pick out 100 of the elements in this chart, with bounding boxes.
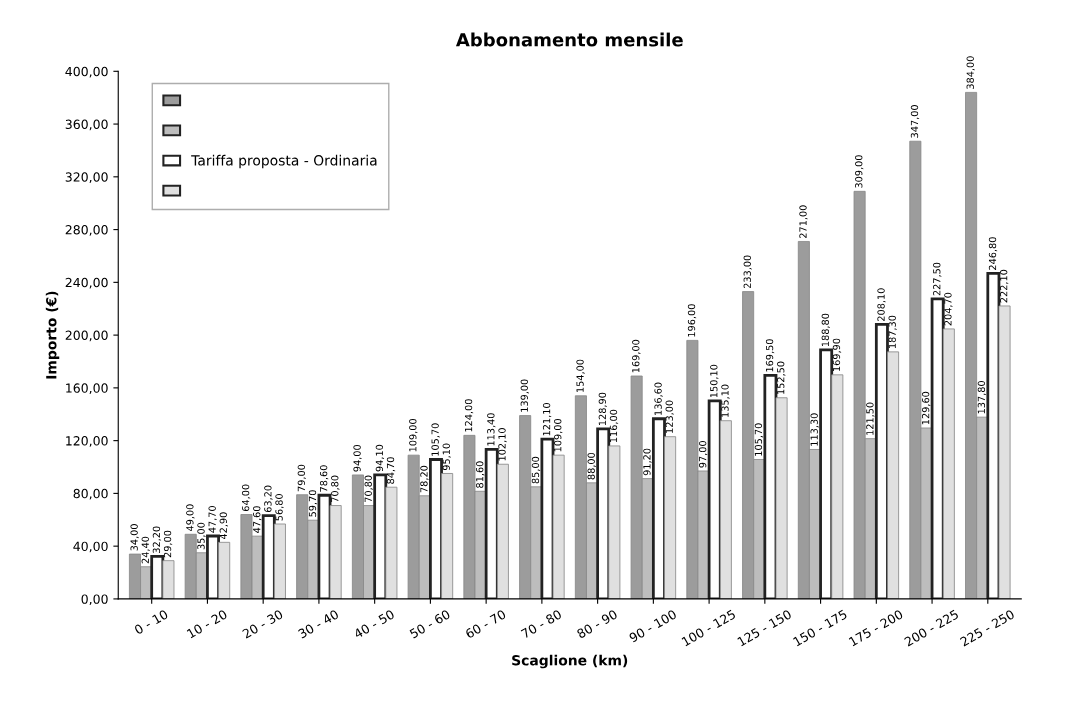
data-label: 124,00 — [464, 399, 474, 432]
data-label: 81,60 — [476, 461, 485, 488]
data-label: 222,10 — [999, 269, 1009, 303]
data-label: 208,10 — [877, 288, 886, 321]
bar — [608, 445, 621, 599]
y-tick-label: 200,00 — [65, 330, 108, 342]
data-label: 188,80 — [821, 313, 830, 347]
y-tick-label: 360,00 — [65, 119, 108, 131]
data-label: 154,00 — [576, 359, 585, 392]
data-label: 109,00 — [554, 418, 563, 452]
data-label: 94,10 — [375, 444, 385, 472]
data-label: 109,00 — [409, 418, 418, 452]
bar — [887, 351, 900, 599]
y-tick-label: 280,00 — [65, 225, 108, 236]
data-label: 56,80 — [275, 494, 284, 521]
data-label: 139,00 — [520, 379, 529, 412]
bar — [273, 523, 286, 599]
bar — [942, 328, 955, 599]
data-label: 78,60 — [319, 465, 329, 492]
data-label: 121,50 — [866, 402, 875, 435]
data-label: 35,00 — [197, 522, 206, 550]
legend-label: Tariffa proposta - Ordinaria — [191, 154, 377, 169]
data-label: 169,00 — [632, 339, 641, 373]
data-label: 34,00 — [130, 524, 139, 551]
data-label: 63,20 — [264, 485, 273, 513]
data-label: 121,10 — [542, 403, 552, 436]
bar — [831, 374, 844, 599]
data-label: 233,00 — [743, 255, 752, 289]
data-label: 309,00 — [855, 155, 864, 188]
data-label: 169,90 — [832, 338, 842, 371]
x-tick-label: 225 - 250 — [959, 609, 1015, 647]
y-tick-label: 0,00 — [81, 594, 108, 606]
data-label: 64,00 — [241, 484, 251, 512]
x-tick-label: 50 - 60 — [409, 609, 451, 639]
data-label: 246,80 — [988, 237, 998, 270]
bar — [496, 463, 509, 599]
data-label: 49,00 — [186, 504, 195, 532]
x-tick-label: 100 - 125 — [681, 609, 737, 647]
bar — [162, 560, 175, 599]
data-label: 129,60 — [921, 391, 931, 425]
data-label: 152,50 — [777, 361, 786, 394]
data-label: 94,00 — [353, 444, 362, 472]
data-label: 70,80 — [331, 475, 340, 502]
x-tick-label: 175 - 200 — [848, 609, 904, 647]
data-label: 227,50 — [933, 262, 942, 296]
bar — [552, 454, 565, 599]
data-label: 169,50 — [765, 339, 775, 372]
chart-title: Abbonamento mensile — [455, 32, 683, 47]
data-label: 88,00 — [587, 452, 596, 480]
y-tick-label: 40,00 — [73, 541, 108, 553]
data-label: 42,90 — [219, 512, 228, 540]
data-label: 85,00 — [531, 456, 541, 484]
bar — [775, 397, 788, 599]
data-label: 113,30 — [810, 413, 819, 446]
x-tick-label: 10 - 20 — [186, 609, 228, 639]
data-label: 47,70 — [208, 506, 217, 533]
bar — [664, 436, 677, 599]
y-tick-label: 120,00 — [66, 436, 108, 447]
y-tick-label: 240,00 — [65, 277, 108, 289]
data-label: 59,70 — [308, 490, 318, 517]
y-axis-title: Importo (€) — [45, 291, 60, 379]
data-label: 97,00 — [698, 441, 708, 468]
data-label: 84,70 — [386, 457, 396, 484]
data-label: 70,80 — [364, 475, 373, 502]
data-label: 32,20 — [152, 526, 162, 553]
data-label: 29,00 — [163, 530, 173, 558]
bar — [218, 541, 231, 599]
y-tick-label: 80,00 — [73, 488, 108, 500]
x-tick-label: 125 - 150 — [737, 609, 792, 647]
x-tick-label: 200 - 225 — [903, 609, 959, 647]
data-label: 137,80 — [977, 381, 987, 414]
bar — [441, 473, 454, 599]
data-label: 79,00 — [297, 464, 307, 492]
y-tick-label: 320,00 — [65, 172, 108, 184]
x-tick-label: 90 - 100 — [628, 609, 678, 643]
data-label: 95,10 — [442, 443, 451, 471]
data-label: 78,20 — [420, 465, 429, 493]
data-label: 47,60 — [253, 506, 262, 533]
data-label: 384,00 — [966, 56, 975, 89]
data-label: 347,00 — [910, 105, 920, 138]
x-tick-label: 30 - 40 — [297, 609, 340, 639]
data-label: 102,10 — [498, 428, 507, 461]
data-label: 105,70 — [431, 423, 440, 456]
data-label: 271,00 — [799, 205, 808, 238]
data-label: 105,70 — [754, 423, 764, 456]
x-tick-label: 40 - 50 — [353, 609, 395, 639]
y-tick-label: 160,00 — [66, 383, 108, 395]
data-label: 91,20 — [643, 448, 652, 476]
data-label: 187,30 — [888, 315, 897, 349]
x-axis-title: Scaglione (km) — [512, 654, 628, 669]
x-tick-label: 80 - 90 — [576, 609, 618, 639]
data-label: 123,00 — [665, 400, 674, 433]
bar — [385, 486, 398, 599]
data-label: 113,40 — [487, 413, 496, 446]
data-label: 135,10 — [721, 384, 730, 417]
data-label: 204,70 — [944, 292, 953, 326]
x-tick-label: 0 - 10 — [133, 609, 169, 635]
bar — [719, 420, 732, 599]
x-tick-label: 150 - 175 — [792, 609, 848, 647]
bar — [329, 505, 342, 599]
